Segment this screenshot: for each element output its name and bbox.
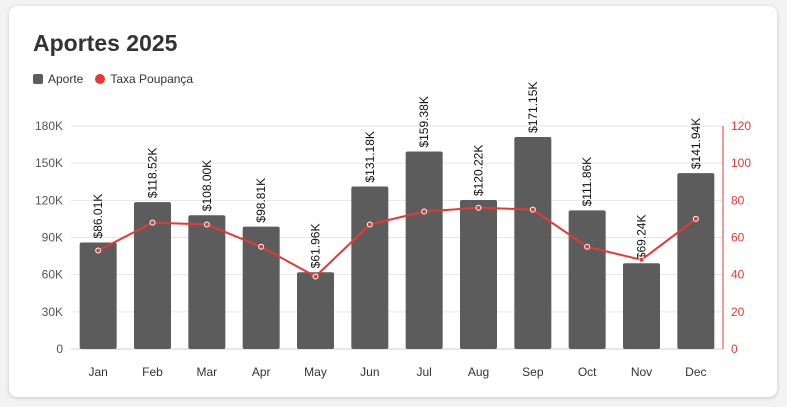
legend-swatch-taxa-poupanca	[95, 74, 106, 84]
bar-data-label: $108.00K	[200, 160, 214, 211]
bar-data-label: $171.15K	[526, 82, 540, 133]
line-point	[638, 256, 645, 263]
bar-data-label: $159.38K	[417, 96, 431, 147]
legend-item-aporte[interactable]: Aporte	[33, 72, 83, 86]
x-tick-label: Mar	[196, 365, 217, 379]
bar-data-label: $61.96K	[309, 224, 323, 269]
line-point	[258, 243, 265, 250]
line-point	[475, 204, 482, 211]
bar-data-label: $118.52K	[146, 148, 160, 199]
legend-label-taxa-poupanca: Taxa Poupança	[110, 72, 194, 86]
line-point	[529, 206, 536, 213]
y-right-tick-label: 60	[731, 231, 745, 245]
bar	[460, 200, 497, 349]
bar	[405, 151, 443, 349]
line-point	[203, 221, 210, 228]
y-left-tick-label: 90K	[42, 231, 63, 245]
y-left-tick-label: 150K	[35, 156, 63, 170]
bar	[568, 210, 606, 349]
bar-data-label: $120.22K	[472, 145, 486, 196]
x-tick-label: Jan	[88, 365, 107, 379]
bar	[677, 173, 715, 349]
x-tick-label: Dec	[685, 365, 706, 379]
chart-title: Aportes 2025	[33, 30, 178, 56]
y-left-tick-label: 120K	[35, 193, 63, 207]
bar-data-label: $111.86K	[580, 157, 594, 207]
x-tick-label: Nov	[631, 365, 652, 379]
y-right-tick-label: 80	[731, 193, 745, 207]
bar-data-label: $141.94K	[689, 118, 703, 169]
y-right-tick-label: 20	[731, 305, 745, 319]
bar-data-label: $69.24K	[635, 215, 649, 260]
bar	[79, 242, 117, 349]
line-point	[692, 215, 699, 222]
x-tick-label: Feb	[142, 365, 163, 379]
x-tick-label: Aug	[468, 365, 489, 379]
y-right-tick-label: 0	[731, 342, 738, 356]
y-left-tick-label: 180K	[35, 119, 63, 133]
legend-swatch-aporte	[33, 74, 43, 84]
x-tick-label: Oct	[578, 365, 597, 379]
y-right-tick-label: 40	[731, 268, 745, 282]
bar	[351, 186, 389, 349]
bar	[297, 272, 334, 349]
x-tick-label: Apr	[252, 365, 271, 379]
y-left-tick-label: 0	[56, 342, 63, 356]
bar	[242, 226, 280, 349]
line-point	[312, 273, 319, 280]
x-tick-label: Sep	[522, 365, 544, 379]
legend-label-aporte: Aporte	[48, 72, 84, 86]
line-point	[421, 208, 428, 215]
y-left-tick-label: 60K	[42, 268, 63, 282]
line-point	[366, 221, 373, 228]
line-point	[584, 243, 591, 250]
y-right-tick-label: 120	[731, 119, 751, 133]
bar	[134, 202, 171, 349]
bar	[623, 263, 660, 349]
x-tick-label: May	[304, 365, 327, 379]
y-right-tick-label: 100	[731, 156, 751, 170]
x-tick-label: Jul	[416, 365, 431, 379]
chart-legend: Aporte Taxa Poupança	[33, 72, 205, 86]
bar	[188, 215, 226, 349]
line-point	[149, 219, 156, 226]
bar-data-label: $98.81K	[254, 178, 268, 223]
legend-item-taxa-poupanca[interactable]: Taxa Poupança	[95, 72, 193, 86]
bar-data-label: $131.18K	[363, 131, 377, 182]
line-point	[95, 247, 102, 254]
bar-data-label: $86.01K	[91, 194, 105, 239]
bar	[514, 136, 552, 349]
y-left-tick-label: 30K	[42, 305, 63, 319]
x-tick-label: Jun	[360, 365, 379, 379]
line-series-taxa-poupanca	[97, 206, 697, 278]
